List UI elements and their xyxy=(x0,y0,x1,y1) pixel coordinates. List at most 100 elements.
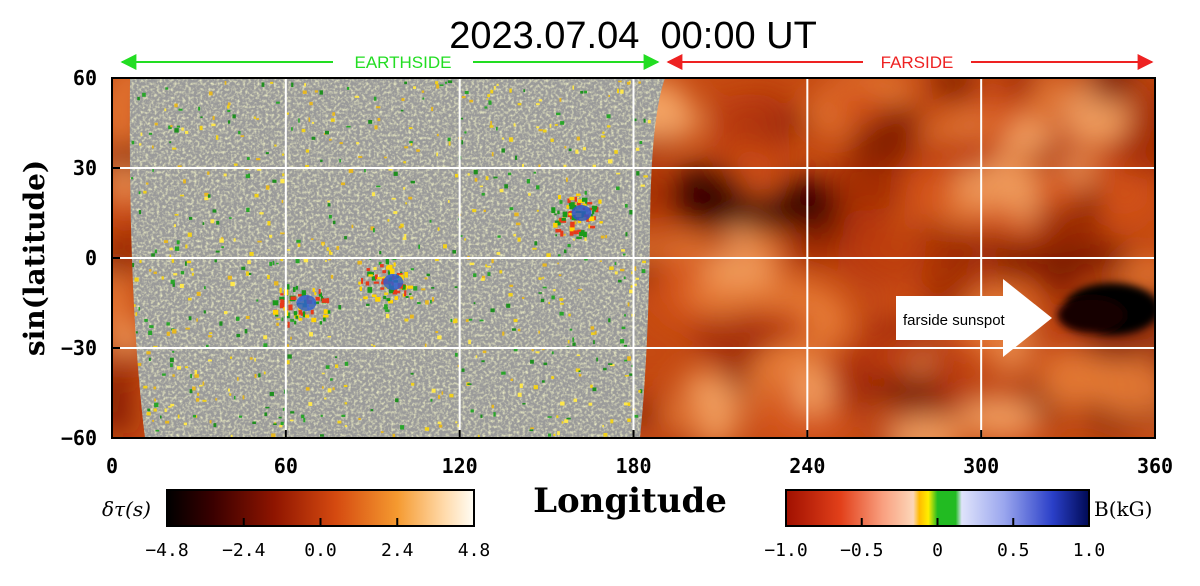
magnetogram-speck xyxy=(330,251,333,255)
magnetogram-speck xyxy=(543,362,548,366)
farside-texture-blob xyxy=(1006,166,1044,224)
magnetogram-speck xyxy=(623,276,626,279)
magnetogram-speck xyxy=(538,99,542,102)
magnetogram-speck xyxy=(551,376,555,379)
magnetogram-speck xyxy=(472,209,477,213)
magnetogram-speck xyxy=(515,155,518,160)
active-region-speck xyxy=(297,294,302,297)
magnetogram-speck xyxy=(237,377,239,381)
magnetogram-speck xyxy=(224,81,227,85)
magnetogram-speck xyxy=(528,192,531,196)
active-region-speck xyxy=(287,321,290,328)
magnetogram-speck xyxy=(529,429,534,432)
magnetogram-speck xyxy=(602,131,605,134)
magnetogram-speck xyxy=(303,418,306,423)
magnetogram-speck xyxy=(620,89,624,94)
magnetogram-speck xyxy=(166,331,170,336)
magnetogram-speck xyxy=(599,260,602,262)
magnetogram-speck xyxy=(311,122,315,124)
active-region-speck xyxy=(570,221,575,228)
magnetogram-speck xyxy=(309,101,313,106)
magnetogram-speck xyxy=(514,212,519,217)
magnetogram-speck xyxy=(281,153,285,156)
farside-texture-blob xyxy=(1087,78,1137,103)
magnetogram-speck xyxy=(410,268,414,271)
magnetogram-speck xyxy=(493,412,496,417)
magnetogram-speck xyxy=(305,164,310,167)
magnetogram-speck xyxy=(502,331,505,336)
farside-texture-blob xyxy=(929,78,981,100)
magnetogram-speck xyxy=(421,90,425,93)
magnetogram-speck xyxy=(223,173,227,177)
magnetogram-speck xyxy=(590,384,593,388)
magnetogram-speck xyxy=(282,173,285,177)
x-tick-label: 360 xyxy=(1137,454,1173,478)
magnetogram-speck xyxy=(374,125,378,130)
colorbar-tick-label: −1.0 xyxy=(764,540,807,561)
active-region-speck xyxy=(377,277,382,280)
magnetogram-speck xyxy=(441,391,444,395)
magnetogram-speck xyxy=(533,171,536,174)
magnetogram-speck xyxy=(538,277,542,280)
active-region-speck xyxy=(295,315,299,319)
magnetogram-speck xyxy=(196,398,200,402)
magnetogram-speck xyxy=(233,238,236,242)
magnetogram-speck xyxy=(309,332,313,337)
magnetogram-speck xyxy=(553,433,556,437)
magnetogram-speck xyxy=(620,339,625,344)
active-region-speck xyxy=(592,216,596,221)
magnetogram-speck xyxy=(252,421,256,424)
magnetogram-speck xyxy=(189,389,193,394)
farside-texture-blob xyxy=(838,355,876,424)
magnetogram-speck xyxy=(501,137,505,140)
magnetogram-speck xyxy=(269,391,274,396)
magnetogram-speck xyxy=(187,232,192,237)
magnetogram-speck xyxy=(385,313,390,319)
magnetogram-speck xyxy=(513,123,516,127)
magnetogram-speck xyxy=(532,247,537,250)
magnetogram-speck xyxy=(357,260,362,265)
magnetogram-speck xyxy=(131,262,135,268)
active-region-speck xyxy=(314,292,317,296)
magnetogram-speck xyxy=(346,86,350,90)
magnetogram-speck xyxy=(475,355,478,359)
magnetogram-speck xyxy=(149,269,152,272)
active-region-speck xyxy=(577,219,582,224)
magnetogram-speck xyxy=(207,171,210,175)
magnetogram-speck xyxy=(183,422,188,426)
magnetogram-speck xyxy=(424,427,430,431)
magnetogram-speck xyxy=(154,122,158,126)
active-region-speck xyxy=(587,202,593,205)
active-region-speck xyxy=(365,281,370,286)
magnetogram-speck xyxy=(454,352,458,357)
magnetogram-speck xyxy=(558,274,562,277)
magnetogram-speck xyxy=(213,423,217,428)
active-region-speck xyxy=(370,272,374,276)
magnetogram-speck xyxy=(563,164,567,168)
magnetogram-speck xyxy=(564,146,567,149)
magnetogram-speck xyxy=(163,240,168,243)
active-region-speck xyxy=(318,292,322,297)
magnetogram-speck xyxy=(485,264,487,268)
magnetogram-speck xyxy=(344,425,348,428)
magnetogram-speck xyxy=(183,179,186,184)
magnetogram-speck xyxy=(276,318,281,320)
magnetogram-speck xyxy=(287,354,292,359)
magnetogram-speck xyxy=(354,95,360,98)
magnetogram-speck xyxy=(614,262,617,265)
magnetogram-speck xyxy=(319,90,323,95)
magnetogram-speck xyxy=(468,339,471,345)
magnetogram-speck xyxy=(177,165,182,169)
magnetogram-speck xyxy=(506,303,511,308)
limb-texture-blob xyxy=(112,298,133,330)
magnetogram-speck xyxy=(584,90,588,94)
magnetogram-speck xyxy=(169,357,174,363)
magnetogram-speck xyxy=(504,184,508,189)
magnetogram-speck xyxy=(203,310,206,314)
magnetogram-speck xyxy=(346,125,351,128)
magnetogram-speck xyxy=(618,279,622,283)
magnetogram-speck xyxy=(409,314,414,319)
magnetogram-speck xyxy=(149,325,154,328)
active-region-speck xyxy=(373,281,379,284)
magnetogram-speck xyxy=(301,414,305,419)
